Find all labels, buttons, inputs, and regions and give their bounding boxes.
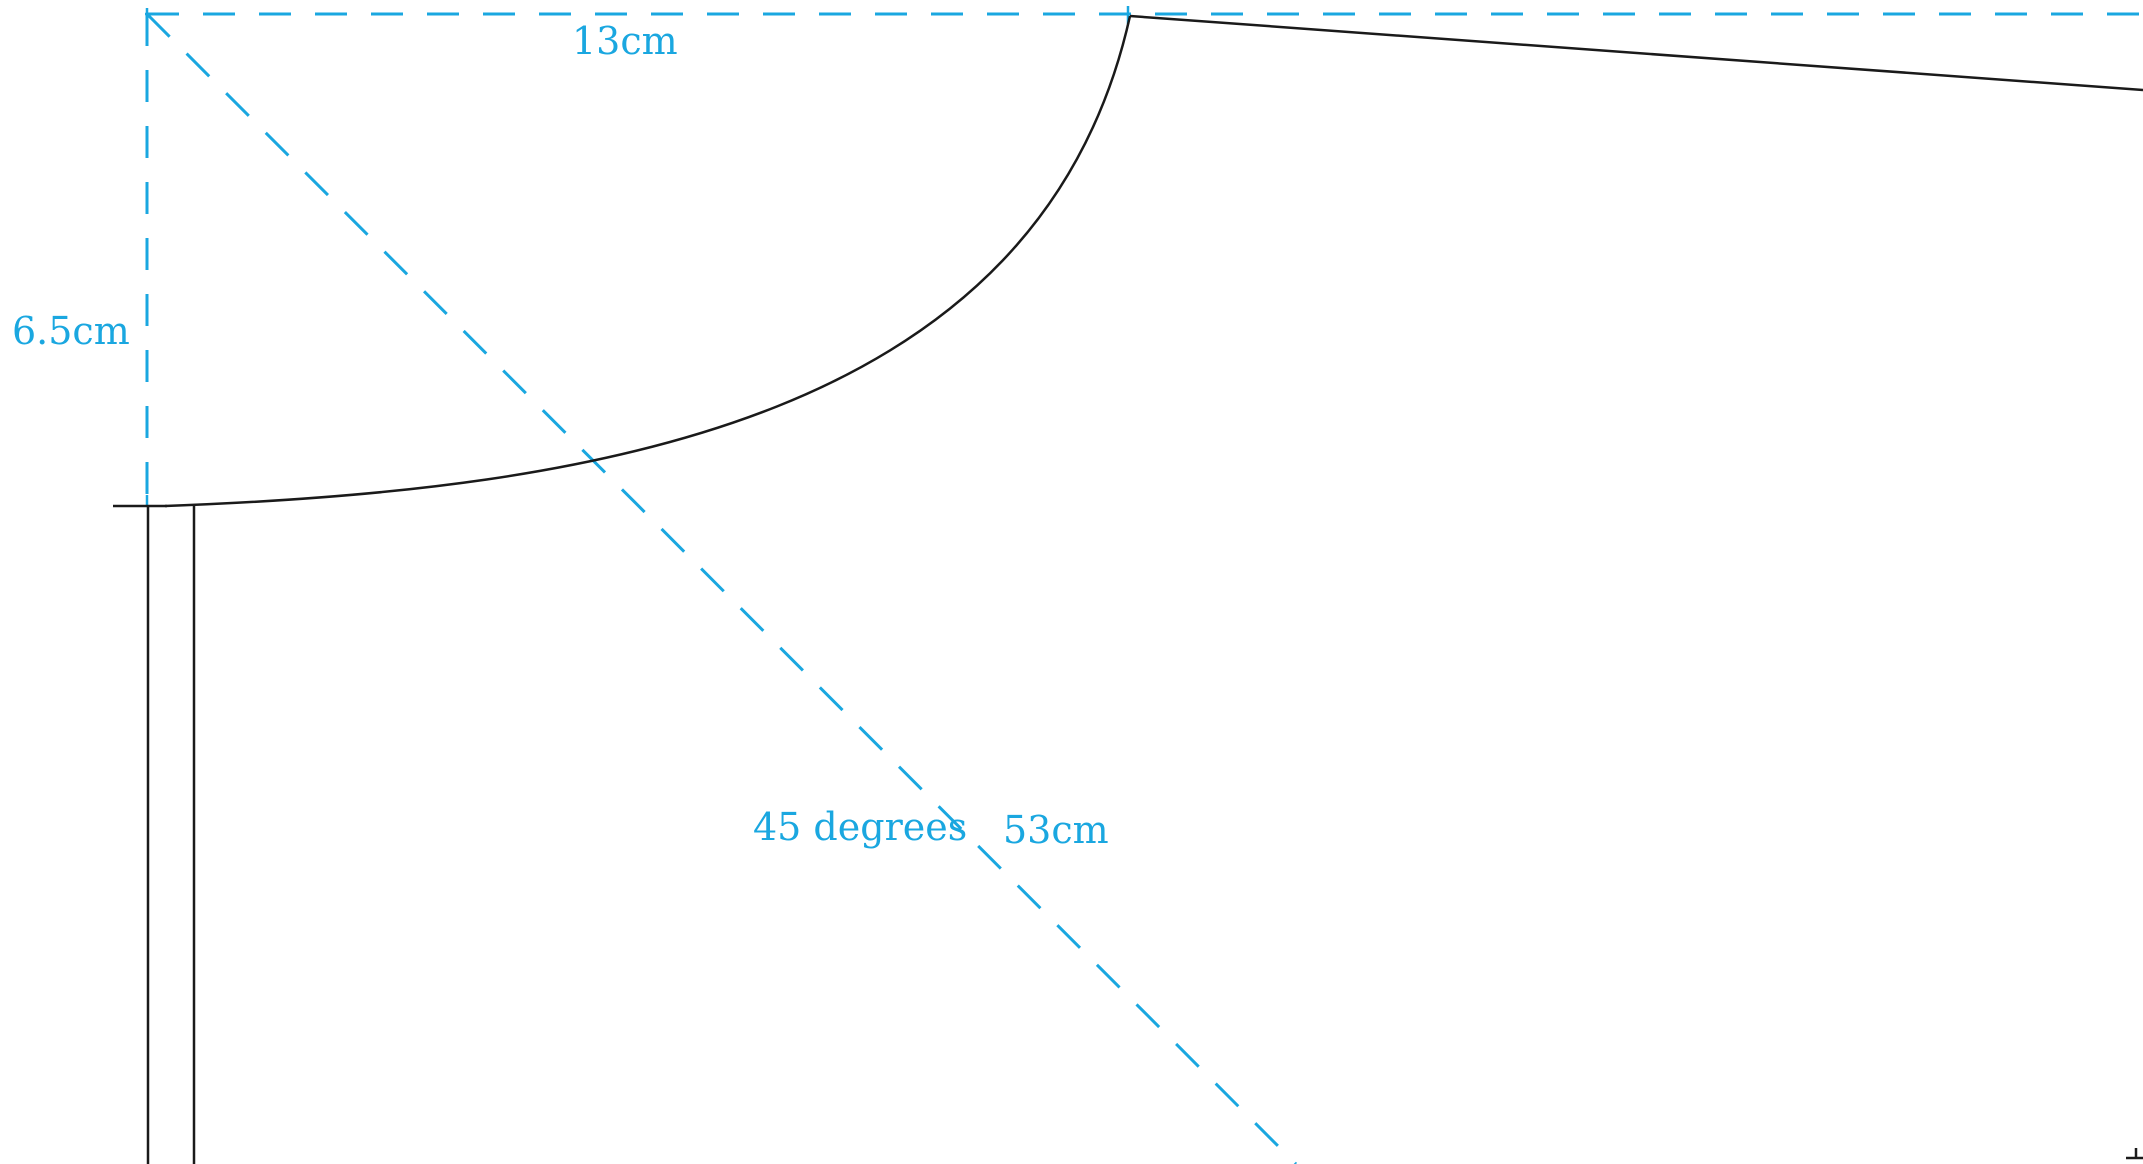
construction-guides [145,6,2143,1164]
neckline-curve [164,15,1132,508]
pattern-outline [113,14,2143,1164]
top-measure-label: 13cm [572,19,678,63]
shoulder-line [1129,14,2143,92]
diagonal-guide-line [145,12,1298,1164]
angle-label: 45 degrees [753,805,967,849]
measurement-labels: 13cm 6.5cm 45 degrees 53cm [12,19,1109,852]
diagonal-measure-label: 53cm [1003,808,1109,852]
side-measure-label: 6.5cm [12,309,130,353]
